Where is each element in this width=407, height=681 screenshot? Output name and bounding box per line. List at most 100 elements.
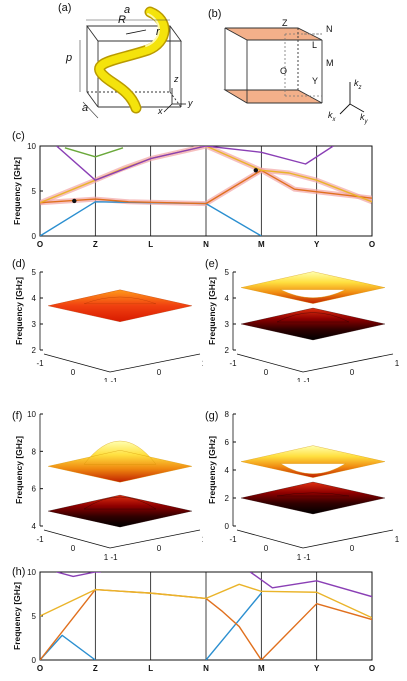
y-axis-label: Frequency [GHz] xyxy=(207,436,217,504)
panel-label-d: (d) xyxy=(12,258,26,270)
panel-label-g: (g) xyxy=(205,410,219,422)
x-category-label: O xyxy=(369,240,375,249)
label-a-top: a xyxy=(124,4,131,16)
panel-a: (a) a R r p xyxy=(0,0,200,120)
panel-c: (c) 0 5 10 O Z L N M Y O Frequency [GHz] xyxy=(0,128,407,250)
y-axis-label: Frequency [GHz] xyxy=(14,277,24,345)
dispersion-surface xyxy=(47,289,193,322)
ky-tick-label: 0 xyxy=(350,544,355,553)
axis-y-label: y xyxy=(188,98,193,108)
y-tick-label: 0 xyxy=(32,656,37,665)
x-category-label: N xyxy=(203,664,209,673)
kx-tick-label: 0 xyxy=(264,368,269,377)
x-category-label: Y xyxy=(314,240,320,249)
y-tick-label: 5 xyxy=(32,187,37,196)
z-tick-label: 4 xyxy=(225,466,230,475)
brillouin-zone-diagram xyxy=(223,27,365,115)
kx-tick-label: 1 xyxy=(104,377,109,382)
kx-axis-line xyxy=(236,529,304,549)
band-yellow xyxy=(40,583,372,619)
panel-b: (b) Z N L O M Y kz kx ky xyxy=(200,0,407,130)
kx-tick-label: -1 xyxy=(229,535,237,544)
ky-axis-line xyxy=(302,353,394,373)
kx-tick-label: 1 xyxy=(104,553,109,562)
kx-label: kx xyxy=(328,110,336,123)
x-category-label: O xyxy=(369,664,375,673)
ky-label: ky xyxy=(360,112,368,125)
y-tick-label: 0 xyxy=(32,232,37,241)
label-a-bottom: a xyxy=(82,102,89,114)
z-tick-label: 8 xyxy=(225,410,230,419)
ky-axis-line xyxy=(109,353,201,373)
ky-tick-label: 0 xyxy=(157,368,162,377)
ky-tick-label: 0 xyxy=(157,544,162,553)
x-category-label: Y xyxy=(314,664,320,673)
axis-z-label: z xyxy=(174,74,179,84)
band-green xyxy=(64,147,124,158)
panel-label-h: (h) xyxy=(12,566,26,578)
dispersion-surface xyxy=(240,271,386,304)
point-O: O xyxy=(280,66,288,76)
dispersion-surface xyxy=(47,494,193,528)
kx-axis-line xyxy=(236,353,304,373)
z-tick-label: 5 xyxy=(32,268,37,277)
dispersion-surface xyxy=(240,445,386,478)
axis-x-label: x xyxy=(158,106,163,116)
kx-tick-label: 1 xyxy=(297,553,302,562)
kx-tick-label: 0 xyxy=(71,544,76,553)
panel-label-c: (c) xyxy=(12,130,25,142)
kx-tick-label: 0 xyxy=(71,368,76,377)
band-blue xyxy=(205,592,262,660)
kx-tick-label: 1 xyxy=(297,377,302,382)
label-r: r xyxy=(156,26,160,38)
band-blue xyxy=(40,634,96,660)
point-M: M xyxy=(326,58,334,68)
z-tick-label: 0 xyxy=(225,522,230,531)
dispersion-surface xyxy=(47,441,193,483)
z-tick-label: 10 xyxy=(27,410,36,419)
kx-axis-line xyxy=(43,529,111,549)
ky-tick-label: -1 xyxy=(110,553,118,562)
y-axis-label: Frequency [GHz] xyxy=(14,436,24,504)
y-axis-label: Frequency [GHz] xyxy=(207,277,217,345)
ky-tick-label: 0 xyxy=(350,368,355,377)
kx-axis-line xyxy=(43,353,111,373)
ky-tick-label: -1 xyxy=(303,377,311,382)
dispersion-surface xyxy=(240,481,386,515)
dispersion-chart-c: 0 5 10 O Z L N M Y O Frequency [GHz] xyxy=(12,142,375,249)
degeneracy-dot xyxy=(253,168,258,173)
y-tick-label: 10 xyxy=(27,568,36,577)
panel-label-e: (e) xyxy=(205,258,219,270)
kx-tick-label: -1 xyxy=(229,359,237,368)
point-Z: Z xyxy=(282,18,288,28)
x-category-label: Z xyxy=(93,240,98,249)
z-tick-label: 4 xyxy=(32,522,37,531)
band-purple xyxy=(56,146,334,181)
z-tick-label: 8 xyxy=(32,447,37,456)
x-category-label: L xyxy=(148,240,153,249)
x-category-label: M xyxy=(258,664,265,673)
x-category-label: O xyxy=(37,664,43,673)
label-R: R xyxy=(118,14,126,26)
y-axis-label: Frequency [GHz] xyxy=(12,582,22,650)
z-tick-label: 3 xyxy=(32,320,37,329)
label-p: p xyxy=(66,52,73,64)
z-tick-label: 3 xyxy=(225,320,230,329)
x-category-label: M xyxy=(258,240,265,249)
point-Y: Y xyxy=(312,76,319,86)
band-purple xyxy=(56,572,101,578)
y-tick-label: 5 xyxy=(32,612,37,621)
ky-axis-line xyxy=(302,529,394,549)
z-tick-label: 2 xyxy=(32,346,37,355)
ky-tick-label: -1 xyxy=(110,377,118,382)
x-category-label: O xyxy=(37,240,43,249)
helix-unit-cell-diagram xyxy=(79,6,186,119)
ky-tick-label: 1 xyxy=(395,359,400,368)
